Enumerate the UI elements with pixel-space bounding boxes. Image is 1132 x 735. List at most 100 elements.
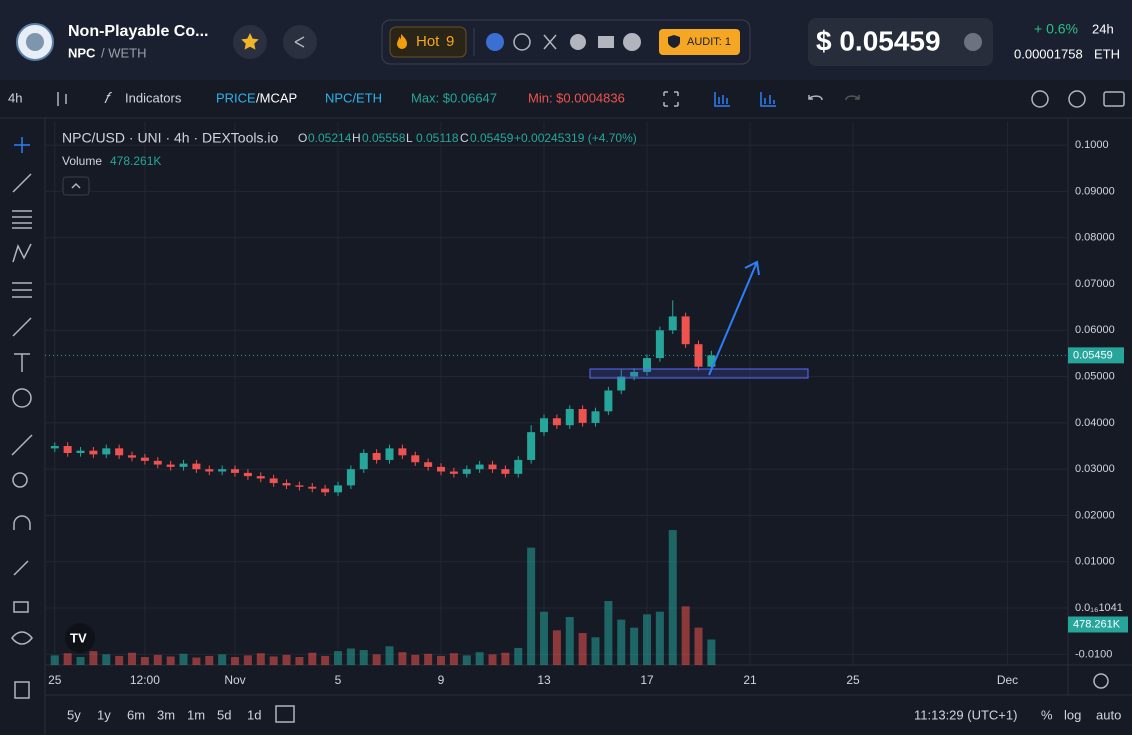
brush-tool[interactable] bbox=[12, 317, 32, 337]
camera-icon[interactable] bbox=[1103, 91, 1125, 107]
axis-settings[interactable] bbox=[1093, 673, 1109, 689]
x-icon[interactable] bbox=[543, 34, 557, 50]
legend-ohlc: O 0.05214 H 0.05558 L 0.05118 C 0.05459 +0.00245… bbox=[298, 131, 637, 145]
volume-bar bbox=[179, 653, 188, 665]
fib-tool[interactable] bbox=[12, 210, 32, 229]
tradingview-logo[interactable] bbox=[65, 623, 95, 653]
web-icon[interactable] bbox=[513, 33, 531, 51]
candle-body bbox=[707, 355, 716, 367]
volume-bar bbox=[102, 654, 111, 665]
volume-bar bbox=[192, 657, 201, 665]
redo-icon[interactable] bbox=[845, 95, 860, 101]
more-icon[interactable] bbox=[623, 33, 641, 51]
hot-rank: 9 bbox=[446, 33, 454, 50]
trash-tool[interactable] bbox=[14, 681, 30, 699]
range-button[interactable]: 1m bbox=[187, 707, 205, 722]
plot: 0.1000 0.09000 0.08000 0.07000 0.06000 0.0500… bbox=[45, 122, 1128, 687]
ohlc-key: O bbox=[298, 131, 307, 145]
candle-body bbox=[668, 316, 677, 331]
candle-body bbox=[166, 464, 175, 467]
price-toggle[interactable]: PRICE bbox=[216, 90, 256, 105]
undo-icon[interactable] bbox=[808, 95, 823, 101]
range-button[interactable]: 6m bbox=[127, 707, 145, 722]
telegram-icon[interactable] bbox=[570, 34, 586, 50]
volume-bar bbox=[243, 655, 252, 665]
candle-body bbox=[89, 450, 98, 455]
share-button[interactable] bbox=[283, 25, 317, 59]
candle-body bbox=[346, 469, 355, 486]
info-icon[interactable] bbox=[964, 33, 982, 51]
collapse-legend[interactable] bbox=[62, 176, 90, 196]
candle-body bbox=[63, 446, 72, 453]
visibility-tool[interactable] bbox=[11, 631, 33, 645]
drawing-tools bbox=[11, 137, 33, 699]
price: $ 0.05459 bbox=[816, 25, 941, 56]
volume-bar bbox=[346, 648, 355, 665]
pair-toggle[interactable]: NPC/ETH bbox=[325, 90, 382, 105]
volume-bar bbox=[488, 654, 497, 665]
y-tick-label: 0.09000 bbox=[1075, 185, 1115, 197]
range-button[interactable]: 3m bbox=[157, 707, 175, 722]
mcap-toggle[interactable]: /MCAP bbox=[256, 90, 297, 105]
percent-toggle[interactable]: % bbox=[1041, 707, 1053, 722]
volume-bar bbox=[411, 654, 420, 665]
crosshair-tool[interactable] bbox=[14, 137, 30, 153]
candle-body bbox=[115, 448, 124, 456]
settings-icon[interactable] bbox=[1068, 90, 1086, 108]
pattern-tool[interactable] bbox=[12, 243, 32, 263]
y-tick-label: 0.08000 bbox=[1075, 232, 1115, 244]
x-tick-label: 5 bbox=[335, 673, 342, 687]
line-tool[interactable] bbox=[12, 173, 32, 193]
candle-body bbox=[205, 469, 214, 472]
fullscreen-icon[interactable] bbox=[663, 91, 679, 107]
share-icon bbox=[294, 36, 305, 48]
candle-body bbox=[282, 483, 291, 486]
volume-bar bbox=[424, 653, 433, 665]
volume-bar bbox=[604, 601, 613, 665]
range-box-drawing bbox=[589, 368, 809, 379]
log-toggle[interactable]: log bbox=[1064, 707, 1081, 722]
alert-icon[interactable] bbox=[1031, 90, 1049, 108]
lock-tool[interactable] bbox=[13, 601, 29, 613]
indicators[interactable]: Indicators bbox=[125, 90, 182, 105]
range-button[interactable]: 5d bbox=[217, 707, 231, 722]
ruler-tool[interactable] bbox=[11, 434, 33, 456]
y-tick-label: 0.02000 bbox=[1075, 509, 1115, 521]
prediction-tool[interactable] bbox=[12, 282, 32, 298]
legend-volume-value: 478.261K bbox=[110, 154, 161, 168]
audit-pill[interactable] bbox=[659, 29, 740, 55]
min-price: Min: $0.0004836 bbox=[528, 90, 625, 105]
emoji-tool[interactable] bbox=[12, 388, 32, 408]
text-tool[interactable] bbox=[14, 353, 30, 372]
fire-icon bbox=[397, 34, 407, 49]
range-button[interactable]: 5y bbox=[67, 707, 81, 722]
candle-body bbox=[411, 455, 420, 463]
token-name: Non-Playable Co... bbox=[68, 23, 208, 40]
volume-bar bbox=[565, 617, 574, 665]
volume-bar bbox=[398, 652, 407, 665]
interval[interactable]: 4h bbox=[8, 90, 22, 105]
candle-body bbox=[218, 469, 227, 472]
candle-body bbox=[231, 469, 240, 473]
range-button[interactable]: 1d bbox=[247, 707, 261, 722]
date-range-icon[interactable] bbox=[275, 705, 295, 723]
dex-icon[interactable] bbox=[486, 33, 504, 51]
volume-bar bbox=[89, 651, 98, 665]
chart-icon[interactable] bbox=[760, 92, 776, 107]
volume-bar bbox=[140, 657, 149, 665]
token-logo-inner bbox=[26, 33, 44, 51]
zoom-tool[interactable] bbox=[12, 472, 28, 488]
candle-body bbox=[140, 457, 149, 461]
auto-toggle[interactable]: auto bbox=[1096, 707, 1121, 722]
max-price: Max: $0.06647 bbox=[411, 90, 497, 105]
magnet-tool[interactable] bbox=[13, 515, 31, 530]
hot-pill[interactable] bbox=[389, 26, 467, 58]
mail-icon[interactable] bbox=[598, 36, 614, 48]
volume-bar bbox=[475, 652, 484, 665]
lock-draw-tool[interactable] bbox=[13, 560, 29, 576]
bars-icon[interactable] bbox=[714, 92, 730, 107]
volume-bar bbox=[540, 611, 549, 665]
range-button[interactable]: 1y bbox=[97, 707, 111, 722]
candle-type-icon[interactable] bbox=[57, 92, 67, 106]
